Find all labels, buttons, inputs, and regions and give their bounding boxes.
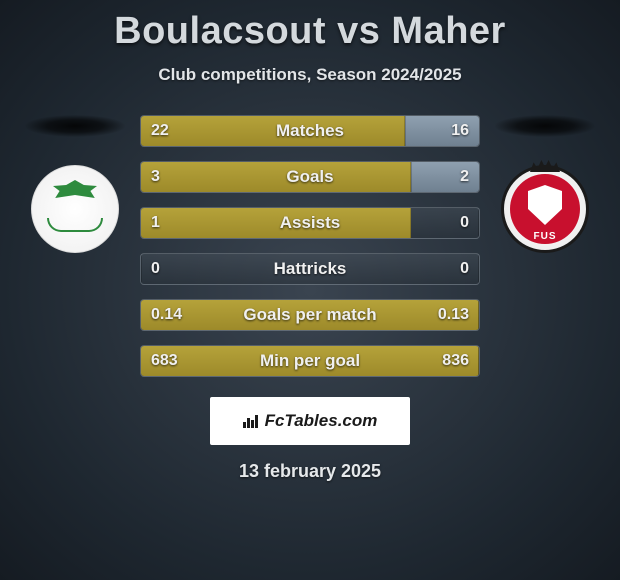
comparison-panel: 22Matches163Goals21Assists00Hattricks00.… bbox=[0, 115, 620, 377]
stat-row: 0Hattricks0 bbox=[140, 253, 480, 285]
shadow-ellipse-right bbox=[495, 115, 595, 137]
stat-fill-left bbox=[141, 254, 142, 284]
right-team-badge bbox=[501, 165, 589, 253]
stat-fill-right bbox=[478, 254, 479, 284]
stat-label: Assists bbox=[160, 213, 460, 233]
stat-bars: 22Matches163Goals21Assists00Hattricks00.… bbox=[140, 115, 480, 377]
brand-box: FcTables.com bbox=[210, 397, 410, 445]
left-team-column bbox=[20, 115, 130, 253]
stat-value-right: 0.13 bbox=[438, 306, 469, 324]
stat-row: 1Assists0 bbox=[140, 207, 480, 239]
stat-label: Matches bbox=[169, 121, 451, 141]
shield-icon bbox=[528, 185, 562, 225]
stat-fill-right bbox=[478, 300, 479, 330]
badge-inner bbox=[510, 174, 580, 244]
stat-fill-right bbox=[478, 208, 479, 238]
page-title: Boulacsout vs Maher bbox=[0, 0, 620, 53]
stat-row: 0.14Goals per match0.13 bbox=[140, 299, 480, 331]
stat-value-right: 16 bbox=[451, 122, 469, 140]
right-team-column bbox=[490, 115, 600, 253]
page-subtitle: Club competitions, Season 2024/2025 bbox=[0, 65, 620, 85]
stat-value-right: 836 bbox=[442, 352, 469, 370]
stat-value-left: 0.14 bbox=[151, 306, 182, 324]
date-text: 13 february 2025 bbox=[0, 461, 620, 482]
stat-row: 3Goals2 bbox=[140, 161, 480, 193]
stat-value-left: 3 bbox=[151, 168, 160, 186]
left-team-badge bbox=[31, 165, 119, 253]
brand-logo: FcTables.com bbox=[243, 411, 378, 431]
stat-fill-right bbox=[478, 346, 479, 376]
stat-row: 683Min per goal836 bbox=[140, 345, 480, 377]
crown-icon bbox=[530, 160, 560, 172]
brand-text: FcTables.com bbox=[265, 411, 378, 431]
stat-label: Goals bbox=[160, 167, 460, 187]
stat-row: 22Matches16 bbox=[140, 115, 480, 147]
shadow-ellipse-left bbox=[25, 115, 125, 137]
stat-value-left: 0 bbox=[151, 260, 160, 278]
stat-value-right: 2 bbox=[460, 168, 469, 186]
stat-value-left: 22 bbox=[151, 122, 169, 140]
bar-chart-icon bbox=[243, 414, 261, 428]
stat-label: Min per goal bbox=[178, 351, 443, 371]
stat-value-left: 1 bbox=[151, 214, 160, 232]
stat-value-right: 0 bbox=[460, 214, 469, 232]
stat-label: Hattricks bbox=[160, 259, 460, 279]
stat-label: Goals per match bbox=[182, 305, 438, 325]
stat-value-right: 0 bbox=[460, 260, 469, 278]
stat-value-left: 683 bbox=[151, 352, 178, 370]
